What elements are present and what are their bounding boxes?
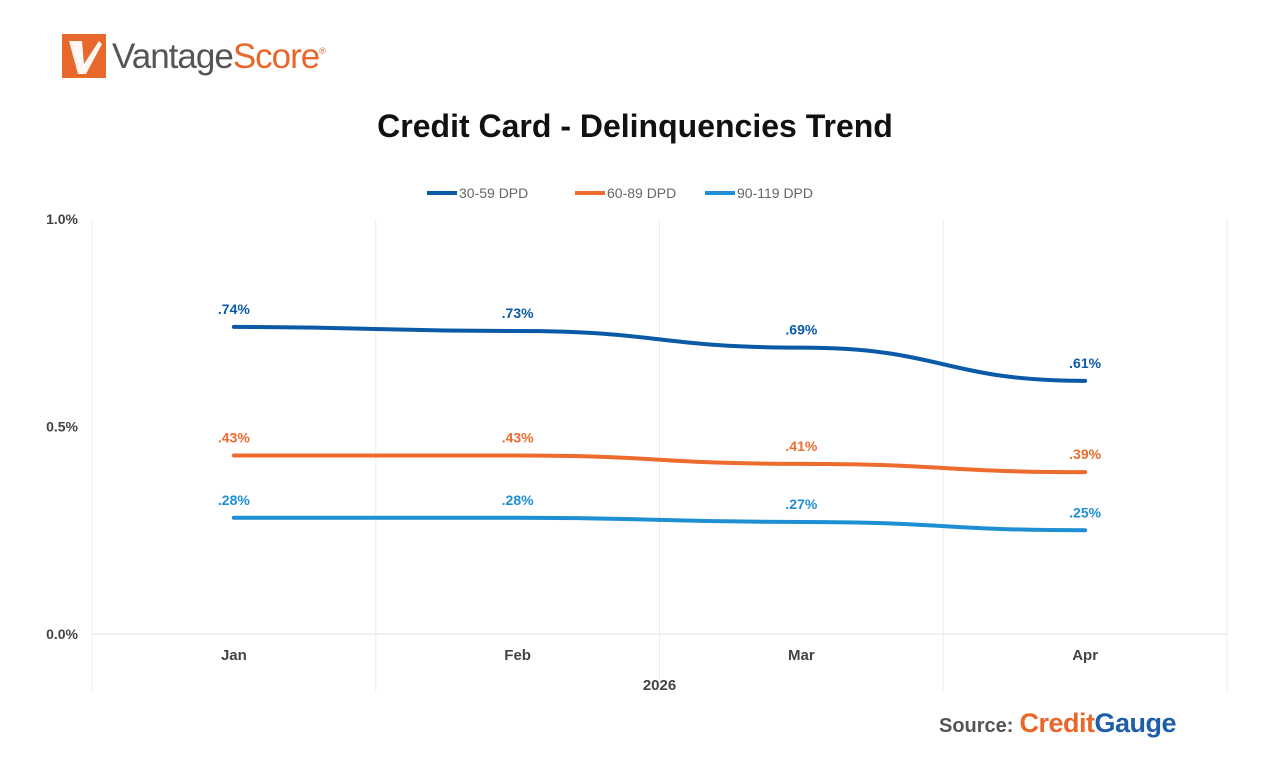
- legend-entry: 30-59 DPD: [459, 185, 528, 201]
- y-tick-label: 0.5%: [46, 419, 78, 435]
- source-attribution: Source: Credit Gauge: [938, 708, 1177, 739]
- logo-word-vantage: Vantage: [112, 36, 234, 76]
- data-label: .69%: [785, 322, 817, 338]
- source-brand-gauge: Gauge: [1094, 708, 1176, 738]
- data-label: .73%: [502, 305, 534, 321]
- data-label: .27%: [785, 496, 817, 512]
- series-line: [231, 515, 1088, 533]
- logo-word-score: Score: [232, 36, 320, 76]
- chart-title: Credit Card - Delinquencies Trend: [377, 108, 893, 144]
- data-label: .61%: [1069, 355, 1101, 371]
- x-tick-label: Feb: [504, 647, 531, 664]
- x-axis-label: 2026: [643, 677, 676, 694]
- data-label: .25%: [1069, 504, 1101, 520]
- data-label: .28%: [218, 492, 250, 508]
- source-label: Source:: [938, 715, 1014, 737]
- y-tick-label: 0.0%: [46, 626, 78, 642]
- x-tick-label: Apr: [1072, 647, 1098, 664]
- legend-entry: 60-89 DPD: [607, 185, 676, 201]
- data-label: .74%: [218, 301, 250, 317]
- series-line: [231, 453, 1088, 475]
- data-label: .41%: [785, 438, 817, 454]
- data-label: .28%: [502, 492, 534, 508]
- x-tick-label: Mar: [788, 647, 815, 664]
- vantagescore-mark-icon: [62, 34, 106, 78]
- vantagescore-logo: VantageScore®: [62, 34, 326, 78]
- data-label: .43%: [502, 430, 534, 446]
- legend-entry: 90-119 DPD: [737, 185, 813, 201]
- source-brand-credit: Credit: [1019, 708, 1095, 738]
- logo-registered-mark: ®: [319, 45, 326, 56]
- series-line: [231, 324, 1088, 383]
- x-tick-label: Jan: [221, 647, 247, 664]
- logo-wordmark: VantageScore®: [112, 36, 326, 76]
- y-tick-label: 1.0%: [46, 211, 78, 227]
- data-label: .43%: [218, 430, 250, 446]
- data-label: .39%: [1069, 446, 1101, 462]
